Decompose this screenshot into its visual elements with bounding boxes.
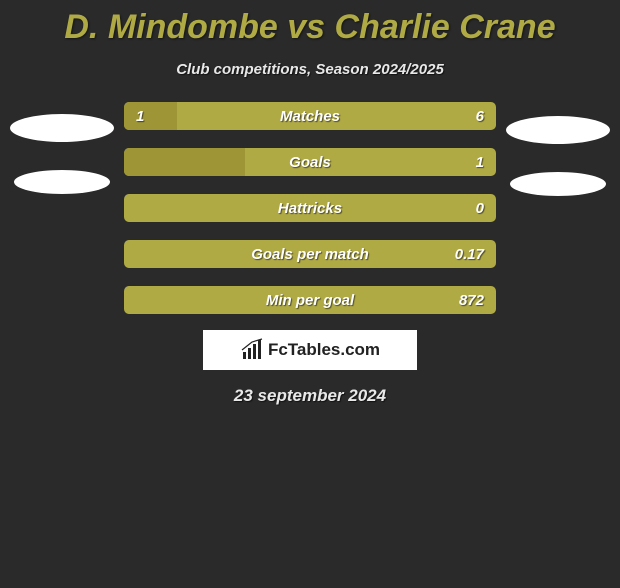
stat-right-value: 1 (476, 154, 484, 171)
stat-bar: Min per goal872 (124, 286, 496, 314)
stats-bars: 1Matches6Goals1Hattricks0Goals per match… (118, 102, 502, 314)
date-text: 23 september 2024 (0, 386, 620, 406)
stat-bar: Goals1 (124, 148, 496, 176)
stat-label: Min per goal (124, 292, 496, 309)
right-avatar-column (502, 102, 614, 196)
stat-right-value: 6 (476, 108, 484, 125)
stat-label: Hattricks (124, 200, 496, 217)
stat-right-value: 0 (476, 200, 484, 217)
stat-bar: Hattricks0 (124, 194, 496, 222)
player2-avatar-placeholder-1 (506, 116, 610, 144)
stat-bar: 1Matches6 (124, 102, 496, 130)
logo-text: FcTables.com (268, 340, 380, 360)
page-title: D. Mindombe vs Charlie Crane (0, 8, 620, 47)
player1-avatar-placeholder-1 (10, 114, 114, 142)
stat-label: Goals (124, 154, 496, 171)
player1-avatar-placeholder-2 (14, 170, 110, 194)
stat-right-value: 0.17 (455, 246, 484, 263)
bar-chart-icon (240, 338, 264, 362)
stat-right-value: 872 (459, 292, 484, 309)
content-row: 1Matches6Goals1Hattricks0Goals per match… (0, 102, 620, 314)
player2-avatar-placeholder-2 (510, 172, 606, 196)
stat-label: Goals per match (124, 246, 496, 263)
page-subtitle: Club competitions, Season 2024/2025 (0, 61, 620, 78)
fctables-logo: FcTables.com (203, 330, 417, 370)
stat-label: Matches (124, 108, 496, 125)
stat-bar: Goals per match0.17 (124, 240, 496, 268)
left-avatar-column (6, 102, 118, 194)
